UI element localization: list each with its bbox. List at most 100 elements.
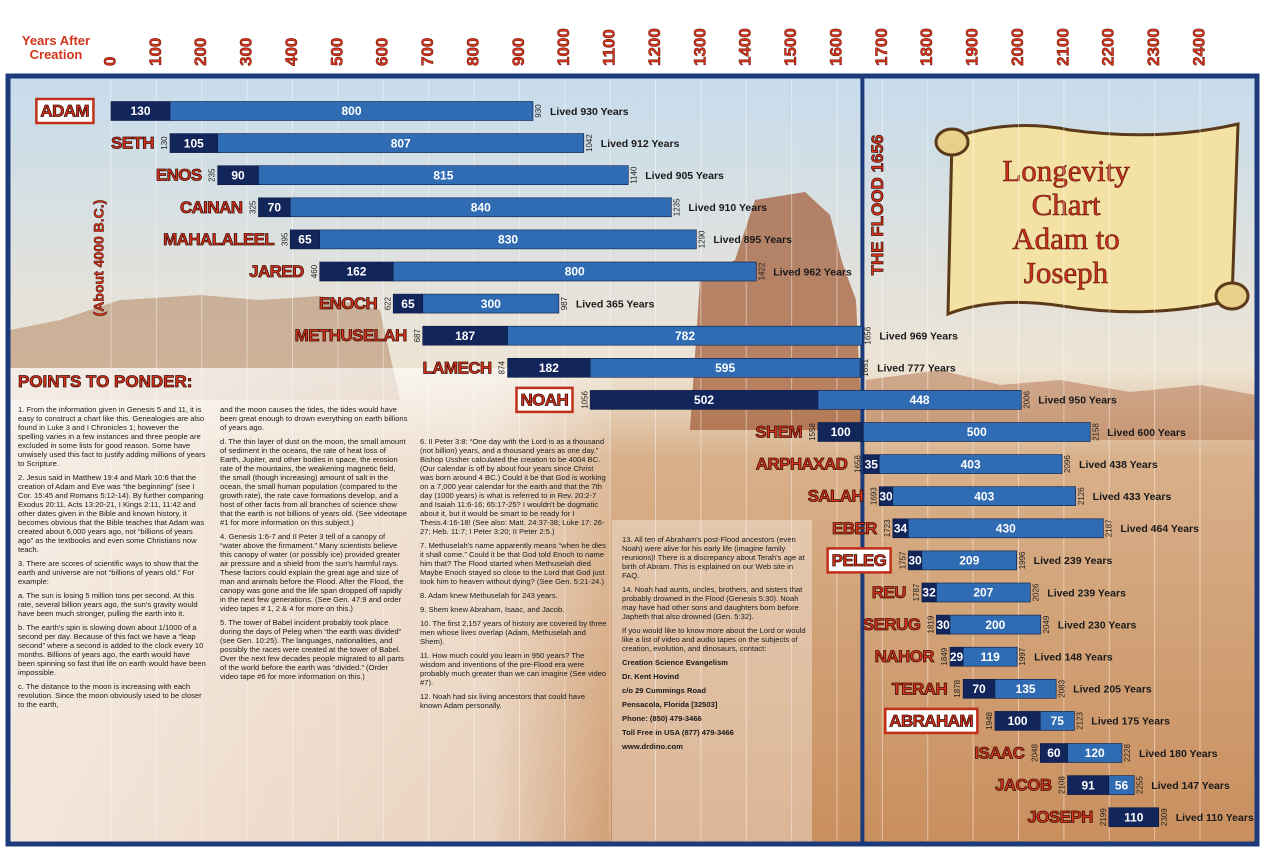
segment-label: 34 [894, 521, 908, 535]
bar-segment [507, 325, 863, 346]
x-tick-label: 1900 [963, 28, 982, 66]
scroll-roll [1214, 281, 1250, 311]
lived-label: Lived 912 Years [601, 138, 680, 150]
chart-title: Chart [1032, 187, 1101, 222]
birth-year: 2048 [1030, 744, 1039, 762]
name-box [884, 707, 979, 735]
x-tick-label: 600 [373, 38, 392, 66]
bar-segment [589, 357, 861, 378]
segment-label: 403 [974, 489, 994, 503]
paragraph: 9. Shem knew Abraham, Isaac, and Jacob. [420, 605, 565, 614]
lived-label: Lived 950 Years [1038, 395, 1117, 407]
birth-year: 2108 [1058, 776, 1067, 794]
segment-label: 209 [959, 554, 979, 568]
segment-label: 595 [715, 361, 735, 375]
segment-label: 130 [130, 104, 150, 118]
x-tick-label: 1500 [781, 28, 800, 66]
end-year: 2309 [1160, 808, 1169, 826]
paragraph: 6. II Peter 3:8: “One day with the Lord … [420, 437, 606, 536]
person-name: LAMECH [422, 358, 491, 377]
lived-label: Lived 962 Years [773, 266, 852, 278]
contact-line: Creation Science Evangelism [622, 658, 728, 667]
x-tick-label: 1600 [826, 28, 845, 66]
birth-year: 687 [413, 328, 422, 342]
segment-label: 30 [908, 554, 922, 568]
segment-label: 56 [1115, 778, 1129, 792]
paragraph: 2. Jesus said in Matthew 19:4 and Mark 1… [18, 473, 205, 554]
lived-label: Lived 239 Years [1034, 555, 1113, 567]
person-name: SETH [111, 134, 154, 153]
birth-year: 2199 [1099, 808, 1108, 826]
segment-label: 30 [936, 618, 950, 632]
segment-label: 135 [1016, 682, 1036, 696]
paragraph: 14. Noah had aunts, uncles, brothers, an… [622, 585, 803, 621]
segment-label: 70 [972, 682, 986, 696]
bar-segment [1108, 775, 1135, 795]
paragraph: 5. The tower of Babel incident probably … [220, 618, 405, 681]
segment-label: 70 [268, 200, 282, 214]
birth-year: 1849 [940, 647, 949, 665]
x-tick-label: 1800 [917, 28, 936, 66]
segment-label: 29 [950, 650, 964, 664]
person-name: ENOS [156, 166, 202, 185]
scroll-roll [934, 127, 970, 157]
lived-label: Lived 365 Years [576, 298, 655, 310]
segment-label: 830 [498, 233, 518, 247]
x-axis-label: Years After Creation [21, 33, 91, 62]
lived-label: Lived 148 Years [1034, 651, 1113, 663]
lived-label: Lived 777 Years [877, 363, 956, 375]
name-box [826, 547, 892, 574]
lived-label: Lived 433 Years [1093, 491, 1172, 503]
birth-year: 1723 [883, 519, 892, 537]
segment-label: 800 [341, 104, 361, 118]
bar-segment [817, 390, 1022, 410]
x-tick-label: 400 [282, 38, 301, 66]
x-tick-label: 1000 [554, 28, 573, 66]
lived-label: Lived 969 Years [879, 330, 958, 342]
birth-year: 1658 [853, 455, 862, 473]
segment-label: 430 [996, 521, 1016, 535]
bar-segment [258, 165, 629, 185]
contact-line: c/o 29 Cummings Road [622, 686, 706, 695]
x-tick-label: 1300 [690, 28, 709, 66]
segment-label: 815 [433, 168, 453, 182]
paragraph: b. The earth's spin is slowing down abou… [18, 623, 206, 677]
bar-segment [994, 678, 1057, 699]
person-name: NOAH [521, 390, 569, 409]
contact-line: www.drdino.com [622, 742, 683, 751]
x-tick-label: 1700 [872, 28, 891, 66]
segment-label: 207 [973, 586, 993, 600]
lived-label: Lived 147 Years [1151, 780, 1230, 792]
segment-label: 60 [1047, 746, 1061, 760]
lived-label: Lived 205 Years [1073, 684, 1152, 696]
birth-year: 325 [249, 200, 258, 214]
bar-segment [217, 133, 585, 153]
paragraph: c. The distance to the moon is increasin… [18, 682, 202, 709]
person-name: METHUSELAH [295, 326, 407, 345]
birth-year: 874 [498, 361, 507, 375]
person-name: REU [872, 583, 906, 602]
end-year: 1290 [697, 230, 706, 248]
end-year: 2158 [1091, 423, 1100, 441]
birth-year: 460 [310, 264, 319, 278]
text-backdrop [612, 520, 812, 842]
person-name: SHEM [755, 422, 802, 441]
lived-label: Lived 905 Years [645, 170, 724, 182]
end-year: 1656 [864, 326, 873, 344]
birth-year: 1787 [912, 583, 921, 601]
flood-label: THE FLOOD 1656 [868, 135, 887, 276]
text-column: and the moon causes the tides, the tides… [220, 405, 408, 686]
bar-segment [319, 229, 697, 250]
birth-year: 622 [383, 296, 392, 310]
segment-label: 90 [231, 168, 245, 182]
segment-label: 807 [391, 136, 411, 150]
chart-title: Longevity [1002, 153, 1130, 188]
contact-line: Toll Free in USA (877) 479-3466 [622, 728, 734, 737]
paragraph: 7. Methuselah's name apparently means “w… [420, 541, 606, 586]
x-tick-label: 0 [100, 57, 119, 66]
birth-year: 1056 [580, 390, 589, 408]
end-year: 1996 [1018, 551, 1027, 569]
paragraph: If you would like to know more about the… [622, 626, 806, 653]
